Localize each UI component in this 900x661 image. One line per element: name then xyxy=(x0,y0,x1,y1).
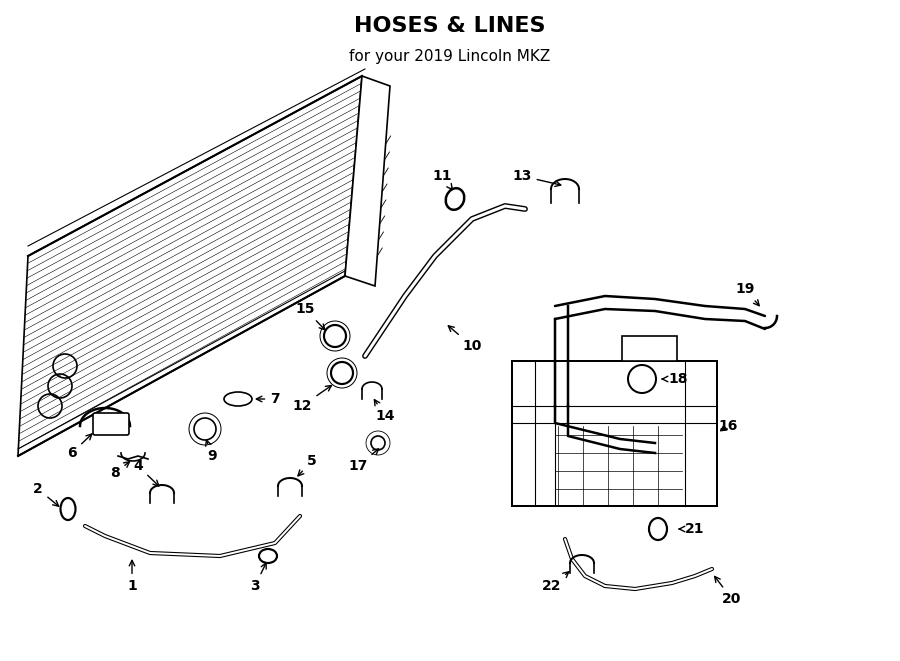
Text: 1: 1 xyxy=(127,561,137,593)
Text: 21: 21 xyxy=(680,522,705,536)
Text: 4: 4 xyxy=(133,459,159,486)
Text: 12: 12 xyxy=(292,385,331,413)
FancyBboxPatch shape xyxy=(512,361,717,506)
Text: 7: 7 xyxy=(256,392,280,406)
Text: 11: 11 xyxy=(432,169,453,190)
Text: 22: 22 xyxy=(542,572,569,593)
Text: for your 2019 Lincoln MKZ: for your 2019 Lincoln MKZ xyxy=(349,48,551,63)
Text: 17: 17 xyxy=(348,449,379,473)
FancyBboxPatch shape xyxy=(93,413,129,435)
Text: 6: 6 xyxy=(68,434,92,460)
Text: 15: 15 xyxy=(295,302,325,330)
Text: 13: 13 xyxy=(512,169,561,186)
Text: 18: 18 xyxy=(662,372,688,386)
Text: 20: 20 xyxy=(715,576,742,606)
Text: 8: 8 xyxy=(110,461,130,480)
Text: 5: 5 xyxy=(298,454,317,476)
Text: 9: 9 xyxy=(205,440,217,463)
Polygon shape xyxy=(345,76,390,286)
Text: 16: 16 xyxy=(718,419,738,433)
Text: 14: 14 xyxy=(374,400,395,423)
Text: HOSES & LINES: HOSES & LINES xyxy=(355,16,545,36)
Text: 3: 3 xyxy=(250,563,266,593)
Text: 2: 2 xyxy=(33,482,58,506)
FancyBboxPatch shape xyxy=(622,336,677,361)
Circle shape xyxy=(628,365,656,393)
Text: 19: 19 xyxy=(735,282,760,305)
Text: 10: 10 xyxy=(448,326,482,353)
